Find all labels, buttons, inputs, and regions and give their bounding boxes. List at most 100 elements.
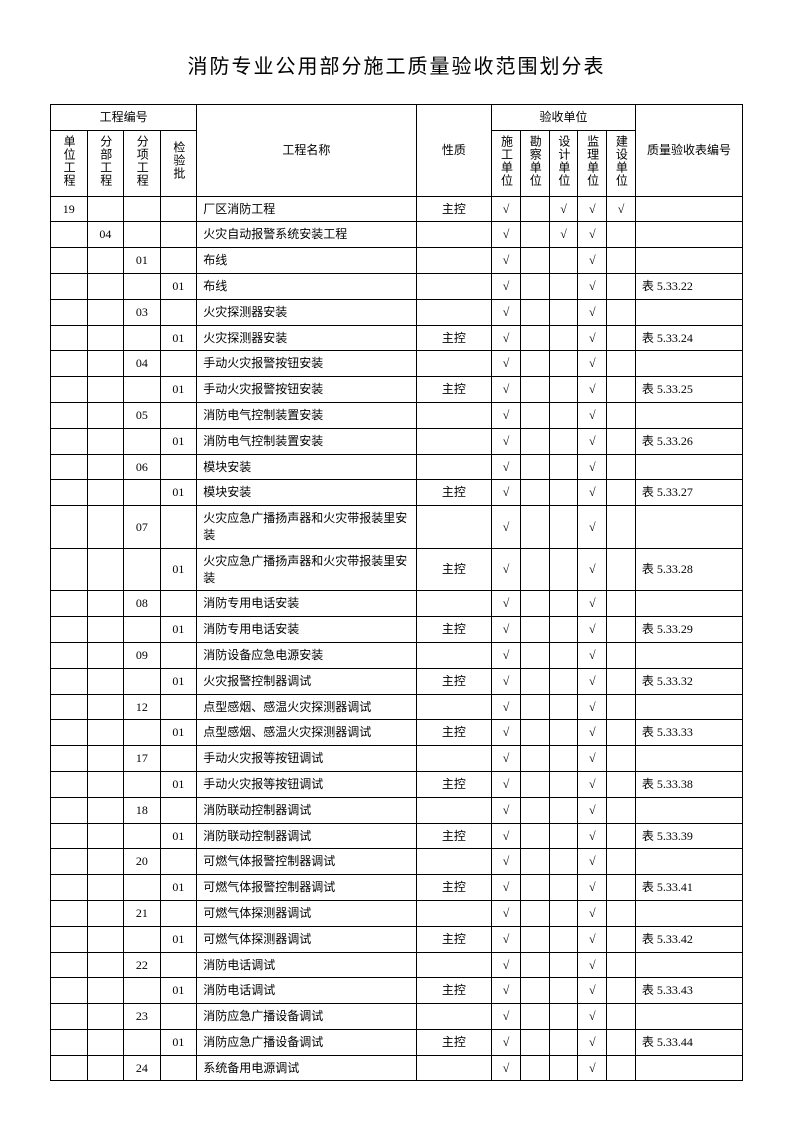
table-cell bbox=[549, 797, 578, 823]
table-cell: 06 bbox=[124, 454, 161, 480]
table-cell: √ bbox=[492, 402, 521, 428]
table-cell: 表 5.33.28 bbox=[635, 548, 742, 591]
table-cell bbox=[87, 694, 124, 720]
table-cell: √ bbox=[578, 900, 607, 926]
table-cell: √ bbox=[578, 823, 607, 849]
table-cell bbox=[124, 325, 161, 351]
table-cell: 可燃气体探测器调试 bbox=[197, 900, 416, 926]
table-cell: 表 5.33.44 bbox=[635, 1029, 742, 1055]
table-cell: 消防电话调试 bbox=[197, 978, 416, 1004]
table-cell bbox=[160, 402, 197, 428]
table-cell: 05 bbox=[124, 402, 161, 428]
table-cell bbox=[51, 642, 88, 668]
table-cell bbox=[520, 402, 549, 428]
table-cell: √ bbox=[492, 978, 521, 1004]
table-cell: 主控 bbox=[416, 823, 492, 849]
table-cell: √ bbox=[578, 402, 607, 428]
table-cell bbox=[87, 900, 124, 926]
table-cell bbox=[520, 548, 549, 591]
table-cell bbox=[124, 823, 161, 849]
table-cell bbox=[635, 299, 742, 325]
table-cell bbox=[607, 1004, 636, 1030]
table-cell bbox=[520, 480, 549, 506]
table-cell bbox=[51, 926, 88, 952]
table-cell: 点型感烟、感温火灾探测器调试 bbox=[197, 694, 416, 720]
table-cell: √ bbox=[578, 797, 607, 823]
table-cell: 消防联动控制器调试 bbox=[197, 797, 416, 823]
table-cell bbox=[607, 694, 636, 720]
table-cell bbox=[51, 617, 88, 643]
header-u4: 监理单位 bbox=[578, 130, 607, 196]
table-cell: 09 bbox=[124, 642, 161, 668]
table-cell bbox=[549, 325, 578, 351]
table-cell: √ bbox=[549, 222, 578, 248]
table-cell: 12 bbox=[124, 694, 161, 720]
table-cell bbox=[87, 875, 124, 901]
table-cell bbox=[51, 402, 88, 428]
table-cell: 表 5.33.38 bbox=[635, 771, 742, 797]
table-cell: √ bbox=[578, 926, 607, 952]
table-row: 06模块安装√√ bbox=[51, 454, 743, 480]
table-cell bbox=[520, 771, 549, 797]
table-cell bbox=[635, 952, 742, 978]
table-cell: 23 bbox=[124, 1004, 161, 1030]
table-cell bbox=[635, 642, 742, 668]
table-cell bbox=[124, 480, 161, 506]
table-cell: √ bbox=[492, 875, 521, 901]
table-cell bbox=[635, 1055, 742, 1081]
table-cell: √ bbox=[492, 668, 521, 694]
table-cell bbox=[87, 797, 124, 823]
table-cell: √ bbox=[578, 196, 607, 222]
table-cell: 01 bbox=[160, 617, 197, 643]
table-cell: √ bbox=[578, 1055, 607, 1081]
table-cell: 表 5.33.27 bbox=[635, 480, 742, 506]
table-row: 01火灾应急广播扬声器和火灾带报装里安装主控√√表 5.33.28 bbox=[51, 548, 743, 591]
table-cell: √ bbox=[492, 591, 521, 617]
table-cell: 可燃气体报警控制器调试 bbox=[197, 875, 416, 901]
table-cell: 01 bbox=[160, 548, 197, 591]
table-row: 09消防设备应急电源安装√√ bbox=[51, 642, 743, 668]
table-cell bbox=[607, 591, 636, 617]
table-cell bbox=[607, 720, 636, 746]
table-cell bbox=[549, 952, 578, 978]
table-cell bbox=[520, 222, 549, 248]
table-cell bbox=[549, 299, 578, 325]
table-cell bbox=[87, 325, 124, 351]
table-cell bbox=[87, 823, 124, 849]
table-body: 19厂区消防工程主控√√√√04火灾自动报警系统安装工程√√√01布线√√01布… bbox=[51, 196, 743, 1081]
table-cell bbox=[87, 952, 124, 978]
table-row: 04火灾自动报警系统安装工程√√√ bbox=[51, 222, 743, 248]
table-cell bbox=[51, 428, 88, 454]
table-cell: √ bbox=[578, 668, 607, 694]
table-cell bbox=[520, 377, 549, 403]
table-cell bbox=[160, 900, 197, 926]
table-cell bbox=[124, 875, 161, 901]
header-u1: 施工单位 bbox=[492, 130, 521, 196]
table-cell: 07 bbox=[124, 506, 161, 549]
table-cell: √ bbox=[492, 325, 521, 351]
table-cell bbox=[520, 1029, 549, 1055]
table-cell bbox=[87, 771, 124, 797]
table-cell bbox=[87, 402, 124, 428]
table-cell: √ bbox=[492, 694, 521, 720]
table-cell: √ bbox=[492, 771, 521, 797]
table-cell: √ bbox=[578, 849, 607, 875]
table-cell: 17 bbox=[124, 746, 161, 772]
table-cell bbox=[549, 506, 578, 549]
table-cell bbox=[160, 849, 197, 875]
table-cell bbox=[520, 1055, 549, 1081]
table-cell: 01 bbox=[160, 377, 197, 403]
table-cell bbox=[51, 720, 88, 746]
table-cell bbox=[520, 591, 549, 617]
table-cell: 主控 bbox=[416, 196, 492, 222]
header-proj-no: 工程编号 bbox=[51, 105, 197, 131]
table-cell: 20 bbox=[124, 849, 161, 875]
table-cell bbox=[87, 642, 124, 668]
table-cell: √ bbox=[492, 1055, 521, 1081]
table-cell: 01 bbox=[160, 720, 197, 746]
table-cell: √ bbox=[492, 952, 521, 978]
table-cell: √ bbox=[578, 480, 607, 506]
table-cell bbox=[160, 797, 197, 823]
table-cell bbox=[51, 548, 88, 591]
table-cell: √ bbox=[492, 351, 521, 377]
